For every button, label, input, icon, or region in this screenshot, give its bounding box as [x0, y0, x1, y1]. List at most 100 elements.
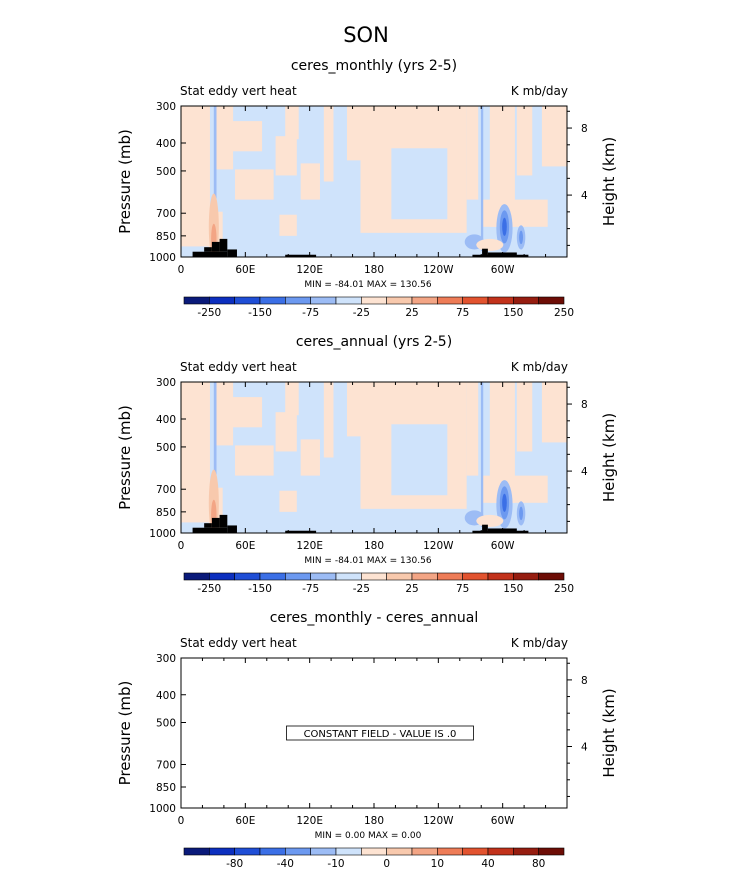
colorbar-label: -75 [302, 583, 319, 595]
x-tick-label: 60W [491, 815, 515, 827]
colorbar-label: -150 [248, 307, 272, 319]
colorbar-swatch [209, 296, 235, 305]
colorbar-swatch [361, 296, 387, 305]
y-tick-label: 1000 [149, 252, 176, 264]
contour-band [213, 106, 217, 245]
contour-band [279, 490, 297, 512]
contour-band [231, 121, 263, 152]
land-mask [227, 525, 237, 533]
x-tick-label: 120E [296, 540, 323, 552]
colorbar-label: 150 [503, 583, 523, 595]
colorbar-swatch [259, 847, 286, 856]
colorbar-swatch [487, 847, 514, 856]
contour-band [235, 445, 274, 476]
colorbar-swatch [259, 296, 286, 305]
land-mask [219, 514, 228, 528]
colorbar-label: 80 [532, 858, 545, 870]
colorbar-label: 250 [554, 583, 574, 595]
contour-band [541, 106, 567, 167]
colorbar-swatch [183, 847, 210, 856]
chart-panel-2: ceres_annual (yrs 2-5) Stat eddy vert hea… [116, 334, 618, 595]
y-tick-label: 400 [156, 138, 176, 150]
land-mask [472, 254, 529, 257]
colorbar-swatch [538, 572, 565, 581]
panels: ceres_monthly (yrs 2-5) Stat eddy vert he… [116, 58, 618, 870]
land-mask [227, 249, 237, 257]
colorbar-swatch [183, 296, 210, 305]
x-tick-label: 120E [296, 815, 323, 827]
y-tick-label: 850 [156, 231, 176, 243]
contour-band [215, 382, 234, 446]
colorbar-swatch [411, 572, 438, 581]
contour-cell [519, 506, 523, 521]
colorbar-swatch [386, 296, 413, 305]
colorbar-swatch [361, 847, 387, 856]
land-mask [204, 523, 212, 528]
right-axis-label: Height (km) [600, 413, 618, 502]
y-axis-label: Pressure (mb) [116, 129, 134, 234]
right-tick-label: 8 [581, 123, 588, 135]
min-max-label: MIN = -84.01 MAX = 130.56 [304, 556, 431, 566]
colorbar-swatch [513, 847, 539, 856]
colorbar-swatch [183, 572, 210, 581]
contour-band [391, 424, 448, 496]
colorbar-swatch [335, 572, 362, 581]
contour-band [279, 214, 297, 236]
right-tick-label: 4 [581, 466, 588, 478]
colorbar-swatch [513, 572, 539, 581]
colorbar-swatch [411, 296, 438, 305]
contour-band [300, 439, 320, 476]
contour-band [391, 148, 448, 220]
figure-title: SON [343, 23, 389, 47]
right-axis-label: Height (km) [600, 688, 618, 777]
colorbar-label: -250 [197, 583, 221, 595]
colorbar-swatch [285, 847, 311, 856]
x-tick-label: 60E [235, 540, 255, 552]
contour-band [181, 106, 210, 247]
constant-field-box [286, 725, 474, 741]
x-tick-label: 180 [364, 815, 384, 827]
panel-left-label: Stat eddy vert heat [180, 360, 297, 374]
panel-left-label: Stat eddy vert heat [180, 84, 297, 98]
y-axis-label: Pressure (mb) [116, 681, 134, 786]
land-mask [285, 530, 317, 533]
contour-field [181, 382, 567, 533]
panel-title: ceres_annual (yrs 2-5) [296, 334, 452, 350]
y-tick-label: 700 [156, 208, 176, 220]
contour-band [275, 136, 297, 176]
contour-band [300, 163, 320, 200]
contour-band [541, 382, 567, 443]
y-tick-label: 400 [156, 690, 176, 702]
colorbar-swatch [335, 847, 362, 856]
colorbar-label: -40 [277, 858, 294, 870]
colorbar-label: 10 [431, 858, 444, 870]
colorbar-swatch [538, 296, 565, 305]
land-mask [192, 527, 228, 533]
x-tick-label: 0 [178, 815, 185, 827]
colorbar-swatch [234, 572, 261, 581]
y-tick-label: 1000 [149, 803, 176, 815]
x-tick-label: 60W [491, 264, 515, 276]
x-tick-label: 120W [423, 264, 454, 276]
x-tick-label: 0 [178, 264, 185, 276]
contour-band [323, 382, 334, 458]
colorbar-label: 75 [456, 583, 469, 595]
land-mask [482, 524, 488, 533]
colorbar-label: 75 [456, 307, 469, 319]
y-tick-label: 1000 [149, 528, 176, 540]
chart-panel-1: ceres_monthly (yrs 2-5) Stat eddy vert he… [116, 58, 618, 319]
colorbar-label: -80 [226, 858, 243, 870]
colorbar-swatch [411, 847, 438, 856]
contour-band [181, 382, 210, 523]
colorbar-swatch [437, 572, 463, 581]
colorbar-swatch [462, 847, 489, 856]
contour-band [480, 106, 484, 251]
colorbar-label: 40 [481, 858, 494, 870]
colorbar-swatch [285, 296, 311, 305]
contour-band [346, 382, 361, 437]
x-tick-label: 60W [491, 540, 515, 552]
constant-field-label: CONSTANT FIELD - VALUE IS .0 [304, 729, 457, 740]
colorbar-swatch [234, 296, 261, 305]
y-tick-label: 850 [156, 782, 176, 794]
